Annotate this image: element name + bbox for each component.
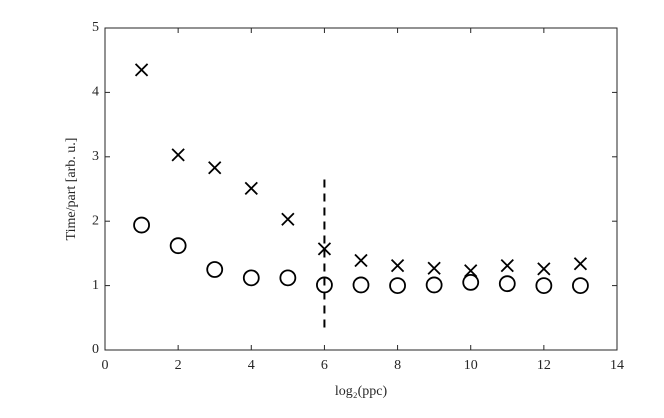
y-tick-label: 3	[92, 149, 99, 164]
x-marker	[171, 148, 185, 162]
x-marker	[281, 212, 295, 226]
x-marker	[573, 257, 588, 271]
circle-marker	[425, 276, 443, 294]
x-marker	[390, 258, 405, 273]
x-marker	[134, 63, 149, 77]
x-marker	[317, 242, 332, 256]
circle-marker	[169, 237, 187, 255]
y-tick-label: 5	[92, 20, 99, 35]
circle-marker	[535, 277, 553, 295]
circle-marker	[498, 275, 516, 293]
x-marker	[537, 262, 551, 276]
x-marker	[427, 261, 441, 275]
circle-marker	[352, 276, 370, 294]
circle-marker	[462, 273, 480, 291]
x-tick-label: 14	[610, 358, 624, 373]
circle-marker	[389, 277, 406, 295]
x-marker	[500, 258, 514, 273]
y-tick-label: 1	[92, 278, 99, 293]
y-tick-label: 2	[92, 213, 99, 228]
x-tick-label: 0	[102, 358, 109, 373]
x-marker	[354, 253, 368, 268]
circle-marker	[316, 276, 333, 294]
x-marker	[464, 264, 478, 278]
y-axis-label: Time/part [arb. u.]	[64, 138, 79, 241]
x-tick-label: 8	[394, 358, 401, 373]
circle-marker	[572, 277, 589, 295]
x-tick-label: 4	[248, 358, 255, 373]
x-tick-label: 10	[464, 358, 478, 373]
circle-marker	[206, 261, 224, 278]
x-tick-label: 6	[321, 358, 328, 373]
y-tick-label: 0	[92, 342, 99, 357]
circle-marker	[242, 269, 260, 287]
x-marker	[244, 181, 258, 195]
x-axis-label: log₂(ppc)	[335, 384, 388, 399]
x-tick-label: 12	[537, 358, 551, 373]
x-marker	[208, 161, 222, 175]
plot-frame	[104, 27, 618, 351]
x-tick-label: 2	[175, 358, 182, 373]
circle-marker	[133, 216, 150, 234]
y-tick-label: 4	[92, 85, 99, 100]
circle-marker	[279, 269, 297, 287]
